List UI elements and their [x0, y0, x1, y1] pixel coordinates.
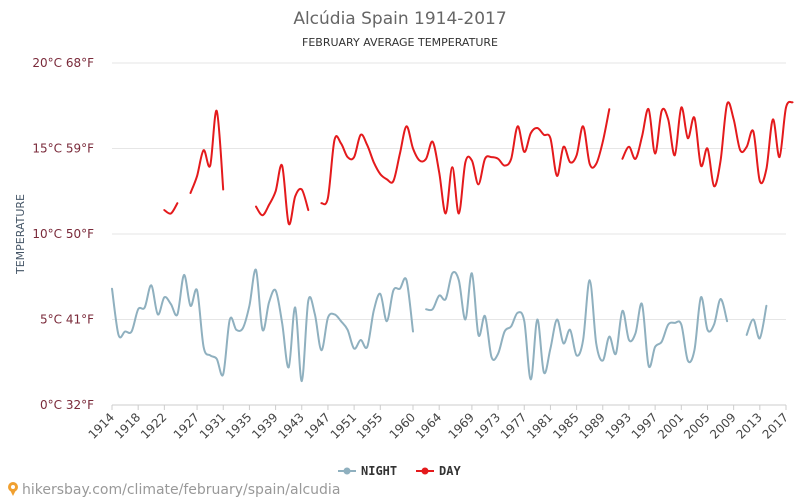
watermark[interactable]: hikersbay.com/climate/february/spain/alc…: [8, 482, 340, 498]
legend-item-night[interactable]: NIGHT: [338, 464, 397, 478]
x-tick-label: 1977: [498, 410, 529, 441]
y-tick-label: 5°C 41°F: [40, 313, 94, 327]
x-tick-label: 1981: [524, 410, 555, 441]
y-tick-label: 20°C 68°F: [32, 56, 94, 70]
series-line-night: [745, 304, 768, 340]
x-tick-label: 1927: [171, 410, 202, 441]
series-lines: [111, 100, 794, 383]
map-pin-icon: [8, 482, 18, 496]
series-day: [163, 100, 794, 226]
x-tick-label: 1997: [629, 410, 660, 441]
x-tick-label: 1960: [387, 410, 418, 441]
series-line-day: [255, 163, 310, 226]
x-tick-label: 1922: [138, 410, 169, 441]
series-line-night: [425, 270, 729, 381]
x-tick-label: 2017: [760, 410, 791, 441]
x-tick-label: 1955: [354, 410, 385, 441]
legend-night-label: NIGHT: [361, 464, 397, 478]
series-line-day: [189, 109, 225, 194]
y-tick-label: 0°C 32°F: [40, 398, 94, 412]
x-tick-label: 2001: [655, 410, 686, 441]
y-axis-ticks: 0°C 32°F 5°C 41°F 10°C 50°F 15°C 59°F 20°C 6…: [32, 56, 94, 412]
x-tick-label: 1914: [86, 410, 117, 441]
x-tick-label: 1918: [112, 410, 143, 441]
y-tick-label: 15°C 59°F: [32, 142, 94, 156]
x-tick-label: 1951: [328, 410, 359, 441]
y-tick-label: 10°C 50°F: [32, 227, 94, 241]
x-tick-label: 1931: [197, 410, 228, 441]
x-tick-label: 1973: [472, 410, 503, 441]
x-tick-label: 1943: [275, 410, 306, 441]
x-tick-label: 1993: [603, 410, 634, 441]
y-axis-label: TEMPERATURE: [14, 194, 27, 275]
chart-subtitle: FEBRUARY AVERAGE TEMPERATURE: [302, 36, 498, 49]
grid-lines: [112, 62, 786, 406]
x-tick-label: 1969: [446, 410, 477, 441]
watermark-link[interactable]: hikersbay.com/climate/february/spain/alc…: [22, 482, 340, 498]
legend-item-day[interactable]: DAY: [416, 464, 461, 478]
series-line-day: [621, 100, 794, 188]
series-line-day: [320, 108, 611, 215]
chart-title: Alcúdia Spain 1914-2017: [293, 9, 506, 29]
x-tick-label: 1939: [249, 410, 280, 441]
x-tick-label: 1989: [576, 410, 607, 441]
legend-day-label: DAY: [439, 464, 461, 478]
series-line-day: [163, 202, 179, 215]
x-tick-label: 1935: [223, 410, 254, 441]
series-line-night: [111, 268, 414, 383]
x-tick-label: 1985: [550, 410, 581, 441]
series-night: [111, 268, 768, 383]
x-tick-label: 1947: [302, 410, 333, 441]
x-tick-label: 1964: [413, 410, 444, 441]
x-tick-label: 2013: [733, 410, 764, 441]
x-tick-label: 2005: [681, 410, 712, 441]
legend[interactable]: NIGHT DAY: [338, 464, 461, 478]
legend-day-marker: [421, 467, 429, 475]
legend-night-marker: [343, 467, 351, 475]
x-tick-label: 2009: [707, 410, 738, 441]
